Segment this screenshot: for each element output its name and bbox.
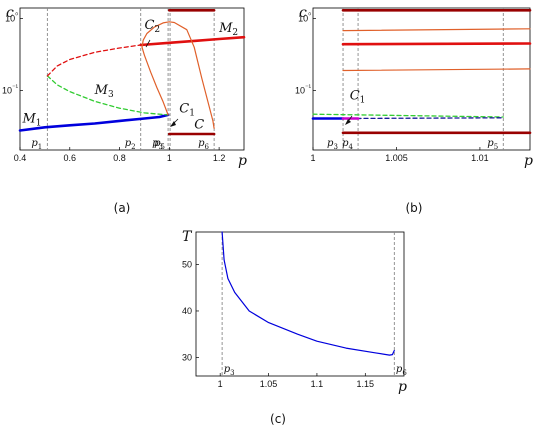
arrow-head bbox=[170, 121, 176, 127]
x-axis-label: p bbox=[398, 379, 407, 395]
series-line bbox=[221, 231, 395, 356]
marker-label: p1 bbox=[31, 138, 42, 151]
x-tick-label: 1 bbox=[218, 379, 223, 389]
arrow-head bbox=[345, 119, 351, 125]
marker-label: p3 bbox=[224, 364, 235, 377]
x-axis-label: p bbox=[238, 153, 247, 169]
panel-label-c: (c) bbox=[270, 412, 286, 426]
marker-label: p3 bbox=[327, 138, 338, 151]
x-tick-label: 0.8 bbox=[113, 153, 126, 163]
series-line bbox=[141, 21, 215, 129]
curve-annotation: C1 bbox=[350, 89, 366, 106]
x-tick-label: 1 bbox=[310, 153, 315, 163]
x-tick-label: 1.01 bbox=[471, 153, 489, 163]
series-line bbox=[46, 75, 169, 116]
curve-annotation: C2 bbox=[144, 18, 160, 35]
x-tick-label: 0.6 bbox=[64, 153, 77, 163]
series-line bbox=[18, 113, 170, 132]
y-tick-label: 40 bbox=[182, 306, 192, 316]
y-axis-label: c bbox=[6, 5, 14, 21]
plot-frame bbox=[312, 7, 531, 151]
curve-annotation: C1 bbox=[179, 101, 195, 118]
curve-annotation: M3 bbox=[94, 83, 114, 100]
panel-label-a: (a) bbox=[114, 201, 131, 215]
chart-panel-b: p3 p4 p5 1 1.005 1.01 10⁻¹ 10⁰ p c C1 bbox=[295, 5, 533, 169]
series-line bbox=[312, 113, 504, 118]
y-axis-label: T bbox=[182, 229, 193, 245]
marker-label: p6 bbox=[396, 364, 407, 377]
y-tick-label: 10⁰ bbox=[298, 12, 311, 24]
series-line bbox=[341, 42, 532, 46]
y-axis-label: c bbox=[299, 5, 307, 21]
curve-annotation: M1 bbox=[21, 112, 41, 129]
series-line bbox=[342, 117, 504, 120]
x-tick-label: 1.15 bbox=[357, 379, 375, 389]
marker-label: p3 bbox=[152, 138, 163, 151]
marker-label: p5 bbox=[487, 138, 498, 151]
x-tick-label: 1.005 bbox=[385, 153, 408, 163]
curve-annotation: C bbox=[194, 117, 204, 132]
panel-label-b: (b) bbox=[406, 201, 423, 215]
series-line bbox=[342, 68, 531, 72]
plot-frame bbox=[195, 231, 405, 377]
y-tick-label: 10⁻¹ bbox=[295, 85, 312, 96]
chart-panel-c: p3 p6 1 1.05 1.1 1.15 30 40 50 p T bbox=[182, 229, 407, 395]
x-tick-label: 0.4 bbox=[14, 153, 27, 163]
y-tick-label: 50 bbox=[182, 260, 192, 270]
plot-frame bbox=[19, 7, 245, 151]
marker-label: p5 bbox=[154, 138, 165, 151]
x-tick-label: 1.2 bbox=[213, 153, 226, 163]
y-tick-label: 10⁰ bbox=[5, 12, 18, 24]
x-tick-label: 1 bbox=[167, 153, 172, 163]
y-tick-label: 10⁻¹ bbox=[2, 85, 19, 96]
x-tick-label: 1.1 bbox=[311, 379, 324, 389]
curve-annotation: M2 bbox=[218, 21, 238, 38]
x-axis-label: p bbox=[524, 153, 533, 169]
series-line bbox=[342, 28, 531, 32]
marker-label: p4 bbox=[342, 138, 353, 151]
marker-label: p6 bbox=[198, 138, 209, 151]
annotation-arrow bbox=[145, 39, 151, 48]
marker-label: p2 bbox=[125, 138, 136, 151]
y-tick-label: 30 bbox=[182, 352, 192, 362]
series-line bbox=[139, 35, 246, 47]
x-tick-label: 1.05 bbox=[260, 379, 278, 389]
